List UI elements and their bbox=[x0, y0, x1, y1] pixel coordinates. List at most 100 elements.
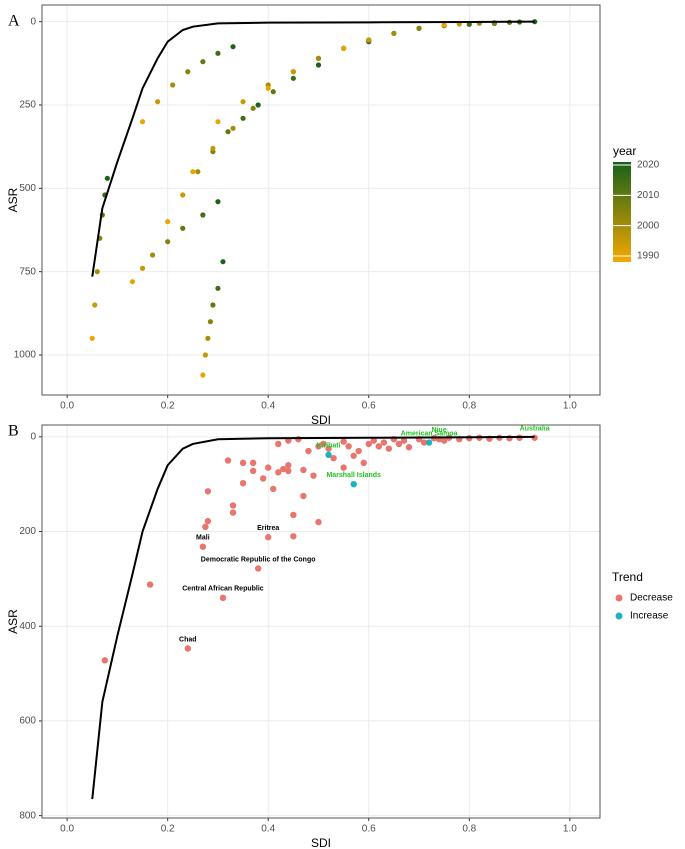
legend-key bbox=[615, 612, 623, 620]
y-tick-label: 800 bbox=[19, 810, 36, 821]
data-point bbox=[230, 125, 236, 131]
x-tick-label: 0.8 bbox=[462, 824, 476, 835]
data-point bbox=[315, 443, 322, 450]
x-tick-label: 0.2 bbox=[161, 401, 175, 412]
data-point bbox=[250, 105, 256, 111]
point-label: Chad bbox=[179, 636, 197, 643]
data-point bbox=[190, 169, 196, 175]
plot-background bbox=[42, 425, 600, 818]
legend-title: Trend bbox=[612, 570, 643, 584]
data-point bbox=[204, 488, 212, 495]
data-point bbox=[89, 335, 95, 341]
point-label: Marshall Islands bbox=[326, 472, 381, 479]
data-point bbox=[420, 439, 428, 446]
data-point bbox=[385, 445, 393, 452]
data-point bbox=[325, 445, 332, 452]
data-point bbox=[207, 319, 214, 325]
data-point bbox=[204, 517, 212, 525]
data-point bbox=[149, 252, 156, 258]
data-point bbox=[200, 372, 206, 378]
data-point bbox=[275, 440, 282, 448]
legend-label: Decrease bbox=[630, 593, 673, 604]
data-point bbox=[290, 75, 296, 81]
data-point bbox=[270, 89, 276, 95]
data-point bbox=[184, 645, 191, 652]
data-point bbox=[215, 119, 221, 125]
data-point bbox=[391, 30, 397, 36]
data-point bbox=[315, 55, 322, 61]
data-point bbox=[215, 50, 221, 56]
data-point bbox=[366, 37, 372, 43]
data-point bbox=[165, 219, 171, 225]
x-tick-label: 0.4 bbox=[261, 824, 275, 835]
point-label: Niue bbox=[432, 427, 447, 434]
colorbar bbox=[613, 162, 631, 262]
data-point bbox=[440, 437, 448, 444]
colorbar-label: 1990 bbox=[637, 251, 660, 262]
point-label: Mali bbox=[196, 535, 210, 542]
x-tick-label: 0.6 bbox=[362, 401, 376, 412]
data-point bbox=[92, 302, 98, 308]
y-tick-label: 1000 bbox=[14, 350, 37, 361]
data-point bbox=[199, 543, 207, 550]
y-axis-title: ASR bbox=[6, 609, 20, 634]
x-axis-title: SDI bbox=[311, 413, 331, 427]
data-point bbox=[230, 44, 236, 50]
data-point bbox=[341, 45, 347, 51]
data-point bbox=[345, 443, 352, 450]
data-point bbox=[275, 469, 282, 476]
data-point bbox=[300, 492, 307, 500]
point-label: American Samoa bbox=[401, 430, 458, 437]
data-point bbox=[215, 285, 221, 291]
x-tick-label: 0.8 bbox=[462, 401, 476, 412]
x-tick-label: 1.0 bbox=[563, 401, 577, 412]
y-tick-label: 200 bbox=[19, 526, 36, 537]
data-point bbox=[210, 302, 216, 308]
frontier-line bbox=[91, 435, 535, 800]
data-point bbox=[240, 99, 246, 105]
plot-background bbox=[42, 5, 600, 395]
data-point bbox=[360, 459, 367, 467]
data-point bbox=[315, 62, 322, 68]
data-point bbox=[249, 459, 257, 467]
data-point bbox=[195, 169, 201, 175]
data-point bbox=[290, 511, 297, 519]
data-point bbox=[375, 443, 383, 450]
colorbar-label: 2000 bbox=[637, 220, 660, 231]
y-tick-label: 0 bbox=[30, 16, 36, 27]
data-point bbox=[405, 444, 413, 451]
data-point bbox=[400, 437, 408, 444]
data-point bbox=[320, 440, 327, 448]
panel-label: A bbox=[8, 13, 20, 30]
x-tick-label: 0.0 bbox=[60, 401, 74, 412]
data-point bbox=[229, 509, 237, 516]
plot-frame bbox=[41, 4, 601, 396]
data-point bbox=[239, 480, 247, 487]
data-point bbox=[365, 440, 372, 448]
data-point bbox=[225, 129, 231, 135]
data-point bbox=[239, 459, 247, 467]
data-point bbox=[170, 82, 176, 88]
y-tick-label: 750 bbox=[19, 266, 36, 277]
y-tick-label: 400 bbox=[19, 621, 36, 632]
data-point bbox=[270, 485, 277, 493]
data-point bbox=[290, 533, 297, 540]
data-point bbox=[340, 464, 347, 471]
panel-label: B bbox=[8, 423, 19, 440]
data-point bbox=[249, 467, 257, 475]
data-point bbox=[165, 239, 171, 245]
data-point bbox=[380, 439, 388, 446]
data-point bbox=[200, 212, 206, 218]
y-axis-title: ASR bbox=[6, 187, 20, 212]
data-point bbox=[350, 452, 357, 459]
data-point bbox=[285, 462, 292, 469]
legend-title: year bbox=[613, 144, 636, 158]
data-point bbox=[255, 102, 261, 108]
data-point bbox=[280, 465, 287, 473]
data-point bbox=[104, 175, 110, 181]
data-point bbox=[139, 265, 146, 271]
x-tick-label: 0.2 bbox=[161, 824, 175, 835]
data-point bbox=[146, 581, 154, 588]
data-point bbox=[180, 192, 186, 198]
data-point bbox=[139, 119, 146, 125]
